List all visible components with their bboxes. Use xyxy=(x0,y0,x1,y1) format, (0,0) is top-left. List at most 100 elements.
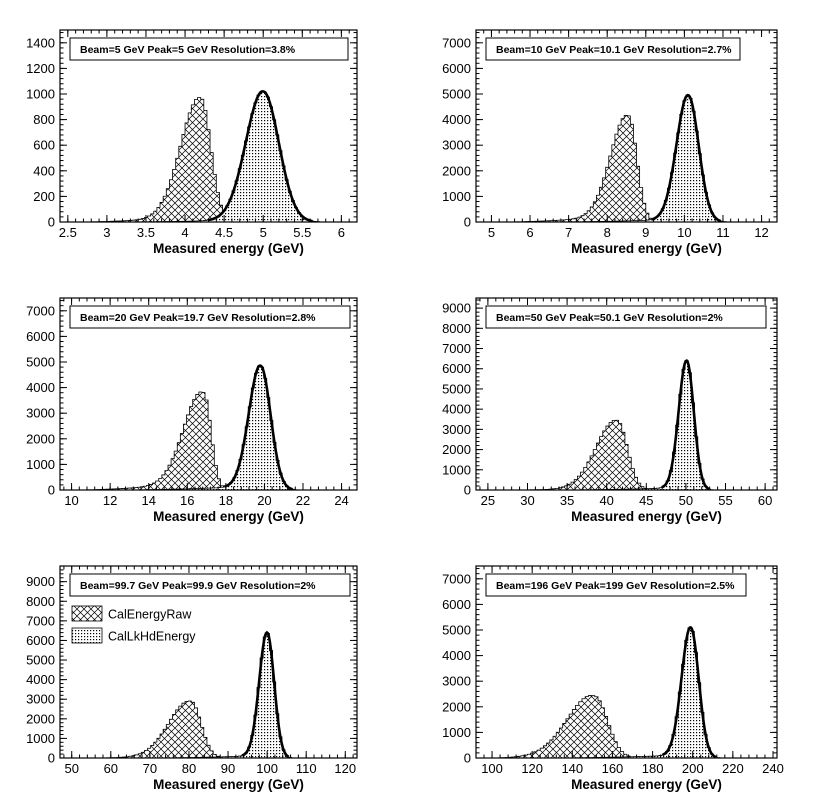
histograms xyxy=(60,364,357,490)
x-tick-label: 14 xyxy=(141,493,155,508)
plot-frame xyxy=(475,297,778,491)
plot-title: Beam=20 GeV Peak=19.7 GeV Resolution=2.8… xyxy=(80,312,316,324)
x-tick-label: 3.5 xyxy=(137,225,155,240)
legend-swatch-calenergyraw xyxy=(71,605,103,622)
x-tick-label: 50 xyxy=(64,761,78,776)
y-tick-label: 1000 xyxy=(442,725,471,740)
x-tick-label: 12 xyxy=(103,493,117,508)
x-tick-label: 80 xyxy=(182,761,196,776)
y-tick-label: 6000 xyxy=(26,329,55,344)
histograms xyxy=(476,626,777,758)
x-axis-label: Measured energy (GeV) xyxy=(571,777,722,792)
y-tick-label: 4000 xyxy=(442,402,471,417)
legend: CalEnergyRaw CalLkHdEnergy xyxy=(71,605,196,644)
x-tick-label: 50 xyxy=(679,493,693,508)
plot-title: Beam=99.7 GeV Peak=99.9 GeV Resolution=2… xyxy=(80,580,316,592)
plot-title: Beam=196 GeV Peak=199 GeV Resolution=2.5… xyxy=(496,580,735,592)
x-tick-label: 110 xyxy=(296,761,317,776)
x-tick-label: 60 xyxy=(104,761,118,776)
plot-frame xyxy=(475,29,778,223)
series-calenergyraw-histogram xyxy=(60,391,357,490)
x-tick-label: 3 xyxy=(103,225,110,240)
x-axis-label: Measured energy (GeV) xyxy=(571,509,722,524)
y-tick-label: 6000 xyxy=(442,597,471,612)
y-tick-label: 7000 xyxy=(26,613,55,628)
series-calenergyraw-histogram xyxy=(476,114,777,222)
y-tick-label: 6000 xyxy=(26,633,55,648)
x-tick-label: 22 xyxy=(296,493,310,508)
title-box xyxy=(485,305,767,329)
legend-label-callkhdenergy: CalLkHdEnergy xyxy=(108,630,196,644)
x-tick-label: 100 xyxy=(256,761,278,776)
panel-5: 50 60 70 80 90 100 110 120 0 1000 2000 3000 4000 5000… xyxy=(26,565,358,792)
x-axis-label: Measured energy (GeV) xyxy=(571,241,722,256)
y-tick-label: 6000 xyxy=(442,61,471,76)
x-tick-label: 180 xyxy=(642,761,664,776)
y-tick-label: 4000 xyxy=(26,672,55,687)
y-tick-label: 600 xyxy=(33,138,55,153)
y-tick-label: 4000 xyxy=(442,112,471,127)
y-tick-label: 2000 xyxy=(26,711,55,726)
y-tick-label: 5000 xyxy=(442,87,471,102)
x-tick-label: 60 xyxy=(758,493,772,508)
y-tick-label: 5000 xyxy=(26,653,55,668)
x-tick-label: 45 xyxy=(639,493,653,508)
plot-frame xyxy=(475,565,778,759)
x-tick-label: 2.5 xyxy=(59,225,77,240)
series-callkhdenergy-fit-line xyxy=(661,359,710,490)
plot-title: Beam=50 GeV Peak=50.1 GeV Resolution=2% xyxy=(496,312,723,324)
x-tick-label: 9 xyxy=(642,225,649,240)
x-tick-label: 35 xyxy=(560,493,574,508)
y-tick-label: 800 xyxy=(33,112,55,127)
x-tick-label: 16 xyxy=(180,493,194,508)
series-calenergyraw-histogram xyxy=(476,695,777,758)
x-tick-label: 70 xyxy=(143,761,157,776)
y-tick-label: 0 xyxy=(464,483,471,498)
x-tick-label: 7 xyxy=(565,225,572,240)
x-tick-label: 90 xyxy=(221,761,235,776)
y-tick-label: 3000 xyxy=(442,674,471,689)
panel-2: 5 6 7 8 9 10 11 12 0 1000 2000 3000 4000 5000 6000 7000… xyxy=(442,29,778,256)
plot-title: Beam=5 GeV Peak=5 GeV Resolution=3.8% xyxy=(80,44,296,56)
y-tick-label: 1000 xyxy=(26,87,55,102)
histograms xyxy=(60,90,357,222)
y-tick-label: 0 xyxy=(48,215,55,230)
x-tick-label: 240 xyxy=(762,761,784,776)
y-tick-label: 6000 xyxy=(442,361,471,376)
x-tick-label: 200 xyxy=(682,761,704,776)
series-calenergyraw-histogram xyxy=(60,700,357,758)
x-tick-label: 4 xyxy=(181,225,188,240)
x-tick-label: 30 xyxy=(520,493,534,508)
histograms xyxy=(476,359,777,490)
y-tick-label: 1000 xyxy=(442,462,471,477)
x-tick-label: 5 xyxy=(260,225,267,240)
title-box xyxy=(485,573,747,597)
y-tick-label: 9000 xyxy=(26,574,55,589)
x-tick-label: 140 xyxy=(561,761,583,776)
y-tick-label: 2000 xyxy=(442,442,471,457)
y-tick-label: 3000 xyxy=(26,692,55,707)
y-tick-label: 5000 xyxy=(442,623,471,638)
plot-frame xyxy=(59,565,358,759)
y-tick-label: 4000 xyxy=(26,380,55,395)
y-tick-label: 3000 xyxy=(26,406,55,421)
y-tick-label: 2000 xyxy=(442,699,471,714)
x-tick-label: 10 xyxy=(64,493,78,508)
y-tick-label: 7000 xyxy=(26,303,55,318)
plot-title: Beam=10 GeV Peak=10.1 GeV Resolution=2.7… xyxy=(496,44,732,56)
x-tick-label: 120 xyxy=(334,761,356,776)
x-axis-label: Measured energy (GeV) xyxy=(153,777,304,792)
x-tick-label: 25 xyxy=(481,493,495,508)
x-tick-label: 18 xyxy=(219,493,233,508)
x-tick-label: 10 xyxy=(677,225,691,240)
y-tick-label: 9000 xyxy=(442,301,471,316)
y-tick-label: 0 xyxy=(464,215,471,230)
x-tick-label: 40 xyxy=(599,493,613,508)
x-tick-label: 220 xyxy=(722,761,744,776)
x-tick-label: 8 xyxy=(604,225,611,240)
y-tick-label: 7000 xyxy=(442,341,471,356)
y-tick-label: 1000 xyxy=(442,189,471,204)
series-callkhdenergy-histogram xyxy=(476,627,777,758)
x-axis-label: Measured energy (GeV) xyxy=(153,509,304,524)
